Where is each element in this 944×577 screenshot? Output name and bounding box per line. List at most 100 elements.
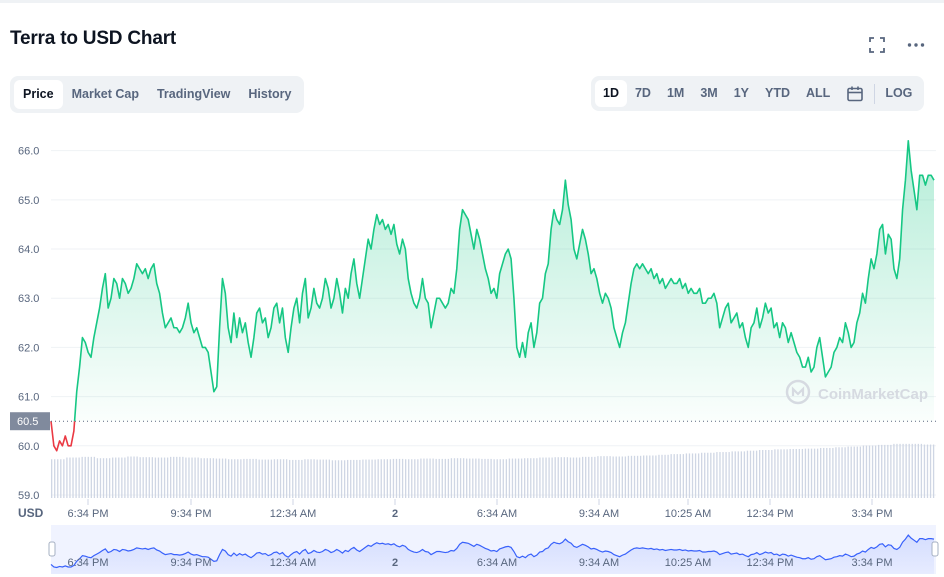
volume-bar: [557, 457, 559, 498]
volume-bar: [121, 457, 123, 498]
volume-bar: [408, 459, 410, 498]
volume-bar: [624, 456, 627, 498]
volume-bar: [234, 459, 236, 498]
tab-price[interactable]: Price: [14, 80, 63, 109]
volume-bar: [307, 459, 309, 498]
volume-bar: [664, 454, 666, 498]
volume-bar: [539, 457, 541, 498]
volume-bar: [658, 454, 660, 498]
volume-bar: [731, 451, 733, 498]
volume-bar: [478, 458, 480, 498]
volume-bar: [459, 458, 462, 498]
volume-bar: [780, 449, 782, 498]
volume-bar: [765, 450, 767, 498]
volume-bar: [582, 456, 584, 498]
volume-bar: [246, 458, 248, 498]
volume-bar: [185, 457, 187, 498]
price-line-down: [50, 421, 76, 452]
navigator-tick-label: 2: [392, 557, 398, 569]
volume-bar: [389, 459, 392, 498]
volume-bar: [820, 447, 822, 498]
volume-bar: [832, 447, 834, 498]
volume-bar: [929, 444, 932, 498]
volume-bar: [264, 459, 266, 498]
volume-bar: [368, 459, 370, 498]
x-tick-label: 6:34 PM: [68, 508, 109, 520]
volume-bar: [133, 456, 135, 498]
navigator-left-handle[interactable]: [48, 541, 56, 557]
volume-bar: [694, 453, 697, 498]
volume-bar: [798, 448, 800, 498]
price-area-fill: [51, 140, 934, 422]
volume-bar: [173, 456, 175, 498]
log-scale-toggle[interactable]: LOG: [885, 86, 913, 100]
volume-bar: [267, 459, 269, 498]
volume-bar: [371, 459, 373, 498]
volume-bar: [456, 458, 459, 498]
tab-market-cap[interactable]: Market Cap: [71, 87, 139, 101]
range-1d[interactable]: 1D: [595, 80, 627, 107]
volume-bar: [749, 450, 752, 498]
baseline-label-box: [10, 412, 50, 431]
fullscreen-icon[interactable]: [867, 36, 887, 54]
volume-bar: [649, 455, 651, 498]
volume-bar: [533, 458, 535, 498]
volume-bar: [795, 448, 797, 498]
volume-bar: [136, 456, 138, 498]
volume-bar: [450, 458, 453, 498]
price-chart[interactable]: 60.5 CoinMarketCap 59.0 60.0 61.0 62.0 63.0 6…: [0, 120, 944, 577]
price-area: [51, 140, 934, 422]
volume-bar: [722, 452, 724, 498]
volume-bar: [633, 455, 636, 498]
volume-bar: [569, 457, 572, 498]
volume-bar: [667, 454, 669, 498]
volume-bar: [285, 459, 288, 498]
range-7d[interactable]: 7D: [634, 86, 651, 100]
volume-bar: [160, 457, 163, 498]
volume-bar: [54, 459, 56, 498]
coinmarketcap-logo-icon: [785, 379, 811, 405]
volume-bar: [240, 459, 242, 498]
x-tick-label: 2: [392, 508, 398, 520]
volume-bar: [826, 447, 828, 498]
range-navigator[interactable]: 6:34 PM 9:34 PM 12:34 AM 2 6:34 AM 9:34 AM 10:…: [48, 525, 939, 574]
tab-history[interactable]: History: [248, 87, 292, 101]
volume-bar: [343, 460, 346, 498]
range-all[interactable]: ALL: [806, 86, 831, 100]
range-1m[interactable]: 1M: [666, 86, 685, 100]
volume-bar: [420, 458, 422, 498]
volume-bar: [392, 458, 395, 498]
navigator-right-handle[interactable]: [931, 541, 939, 557]
range-ytd[interactable]: YTD: [765, 86, 791, 100]
volume-bar: [438, 458, 440, 498]
volume-bar: [87, 456, 89, 498]
volume-bar: [499, 459, 501, 498]
more-horizontal-icon[interactable]: [906, 36, 926, 54]
volume-bar: [273, 459, 276, 498]
calendar-button[interactable]: [838, 80, 872, 107]
volume-bar: [151, 457, 154, 498]
y-tick-label: 59.0: [18, 490, 39, 502]
volume-bar: [630, 455, 633, 498]
navigator-tick-label: 6:34 PM: [68, 557, 109, 569]
volume-bar: [588, 456, 590, 498]
range-3m[interactable]: 3M: [700, 86, 718, 100]
x-tick-label: 12:34 PM: [746, 508, 793, 520]
volume-bar: [823, 447, 825, 498]
volume-bar: [810, 448, 813, 498]
watermark: CoinMarketCap: [785, 379, 928, 405]
volume-bar: [328, 459, 331, 498]
range-1y[interactable]: 1Y: [733, 86, 750, 100]
volume-bar: [206, 458, 208, 498]
volume-bar: [365, 459, 367, 498]
navigator-tick-label: 10:25 AM: [665, 557, 711, 569]
volume-bar: [676, 454, 678, 498]
volume-bar: [545, 457, 547, 498]
volume-bar: [627, 455, 630, 498]
volume-bar: [862, 445, 865, 498]
tab-tradingview[interactable]: TradingView: [156, 87, 231, 101]
volume-bar: [701, 452, 703, 498]
volume-bar: [432, 458, 434, 498]
volume-bar: [560, 457, 562, 498]
volume-bar: [224, 458, 227, 498]
